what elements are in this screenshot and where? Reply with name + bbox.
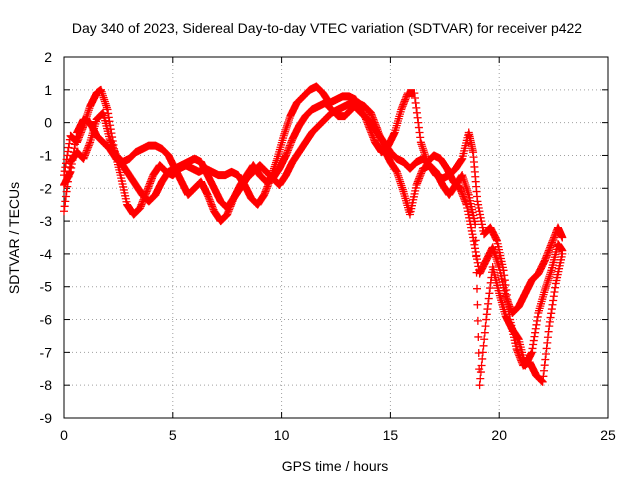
data-markers: [60, 82, 567, 390]
y-tick-label: -6: [40, 312, 53, 328]
y-tick-label: 1: [44, 82, 52, 98]
x-tick-label: 25: [600, 427, 616, 443]
y-tick-label: 0: [44, 115, 52, 131]
y-tick-label: -1: [40, 147, 53, 163]
series-markers-track-c: [60, 98, 567, 390]
grid-lines: [64, 57, 608, 418]
y-tick-label: -9: [40, 410, 53, 426]
x-axis-label: GPS time / hours: [282, 458, 389, 474]
y-tick-label: -4: [40, 246, 53, 262]
y-tick-label: 2: [44, 49, 52, 65]
y-tick-label: -8: [40, 377, 53, 393]
x-tick-label: 0: [60, 427, 68, 443]
x-tick-label: 20: [491, 427, 507, 443]
x-tick-label: 10: [274, 427, 290, 443]
y-tick-label: -7: [40, 344, 53, 360]
x-tick-label: 5: [169, 427, 177, 443]
plot-border: [63, 56, 609, 419]
y-tick-label: -2: [40, 180, 53, 196]
y-axis-label: SDTVAR / TECUs: [6, 182, 22, 294]
y-tick-label: -3: [40, 213, 53, 229]
plot-frame: [63, 56, 609, 419]
y-tick-label: -5: [40, 279, 53, 295]
tick-marks: [63, 56, 609, 419]
chart-title: Day 340 of 2023, Sidereal Day-to-day VTE…: [72, 20, 582, 36]
x-tick-label: 15: [383, 427, 399, 443]
series-markers-track-b: [60, 98, 567, 386]
